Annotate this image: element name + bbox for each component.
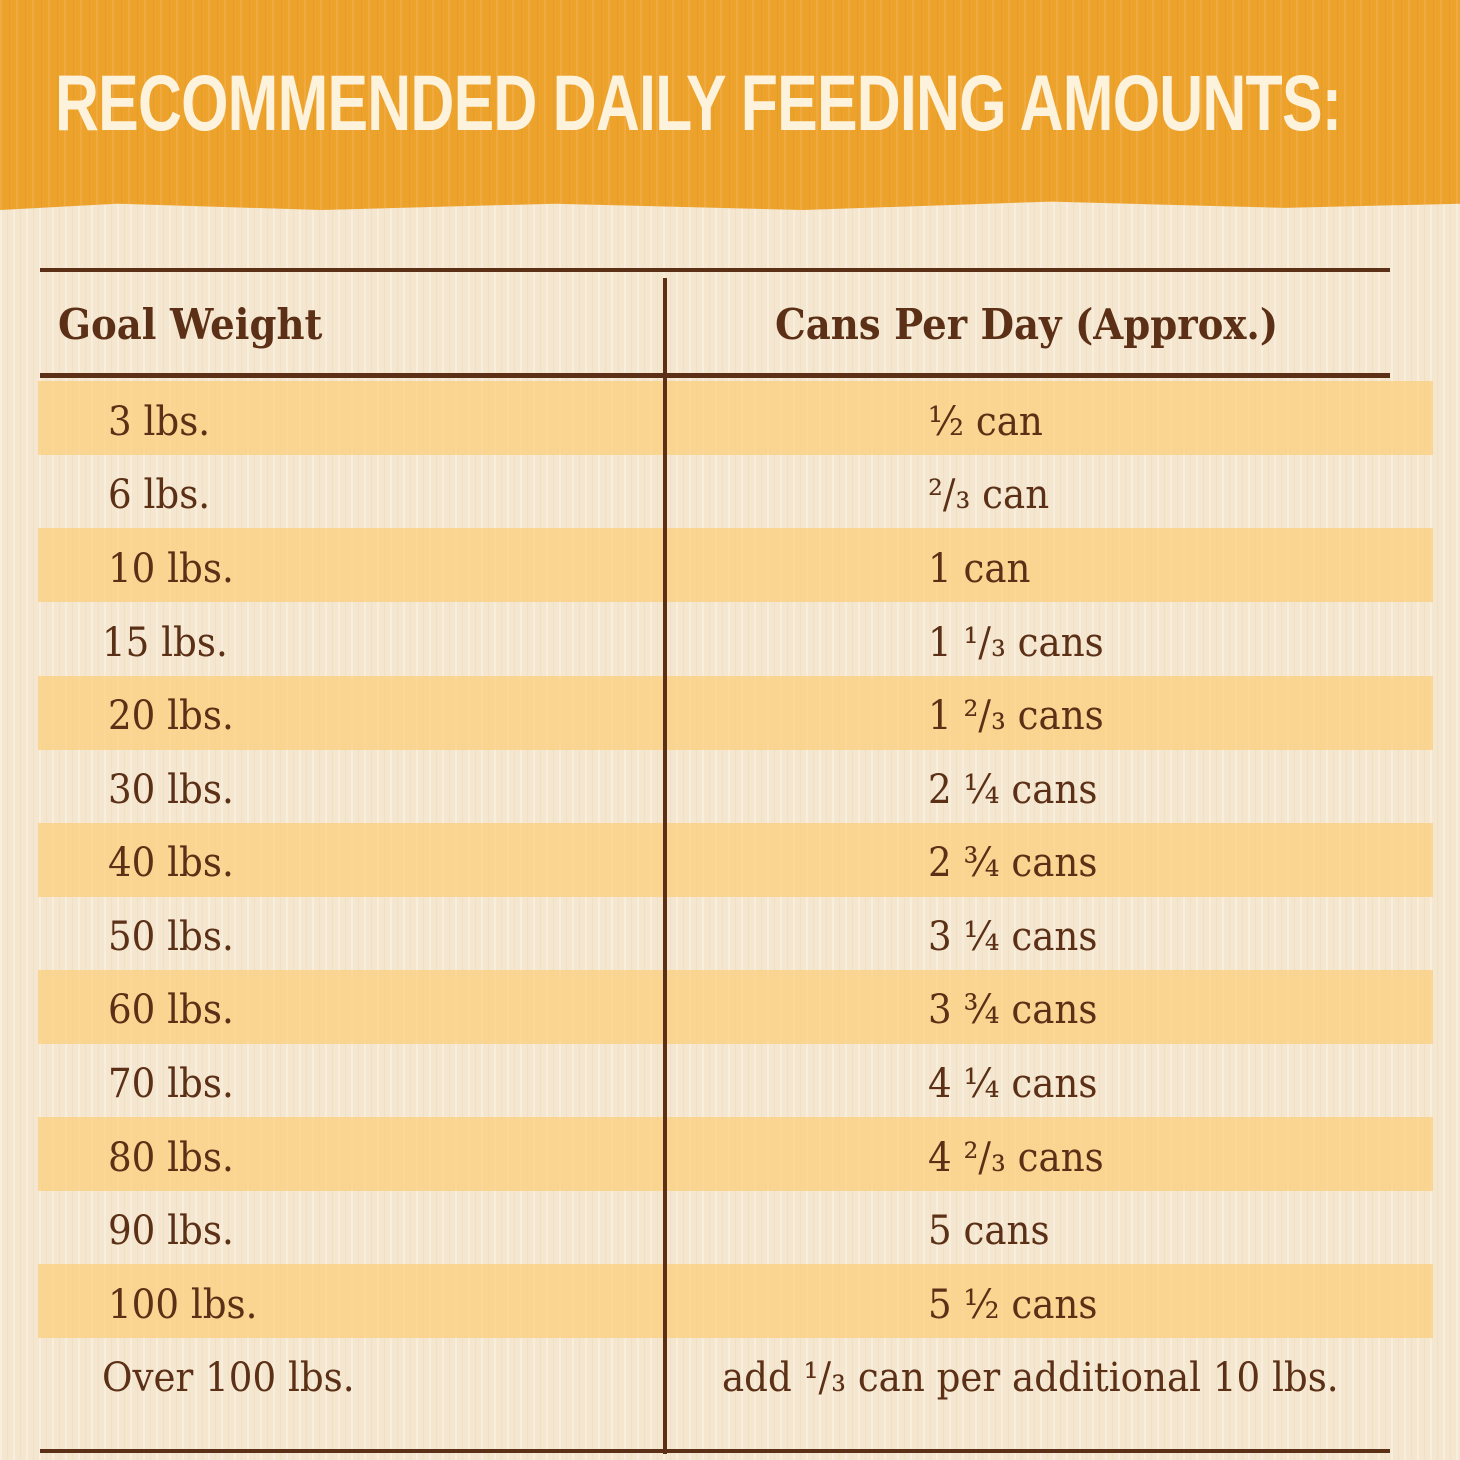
table-row-stripe (38, 1117, 1433, 1191)
table-bottom-rule (40, 1449, 1390, 1453)
table-row: 60 lbs. 3 ¾ cans (0, 973, 1460, 1047)
cans-per-day-cell: 1 can (928, 546, 1031, 592)
goal-weight-cell: 3 lbs. (108, 399, 211, 445)
table-row: 6 lbs. ²/₃ can (0, 458, 1460, 532)
table-row: 40 lbs. 2 ¾ cans (0, 826, 1460, 900)
table-row: 30 lbs. 2 ¼ cans (0, 753, 1460, 827)
goal-weight-cell: 6 lbs. (108, 472, 211, 518)
table-row: Over 100 lbs. add ¹/₃ can per additional… (0, 1341, 1460, 1415)
goal-weight-cell: 15 lbs. (102, 620, 228, 666)
cans-per-day-cell: 3 ¼ cans (928, 914, 1098, 960)
table-row-stripe (38, 528, 1433, 602)
cans-per-day-cell: 5 cans (928, 1208, 1050, 1254)
goal-weight-cell: 30 lbs. (108, 767, 234, 813)
goal-weight-cell: 90 lbs. (108, 1208, 234, 1254)
table-row: 3 lbs. ½ can (0, 385, 1460, 459)
table-row: 15 lbs. 1 ¹/₃ cans (0, 606, 1460, 680)
cans-per-day-cell: add ¹/₃ can per additional 10 lbs. (722, 1355, 1339, 1401)
cans-per-day-cell: 2 ¼ cans (928, 767, 1098, 813)
goal-weight-cell: 50 lbs. (108, 914, 234, 960)
table-row: 100 lbs. 5 ½ cans (0, 1268, 1460, 1342)
table-row: 10 lbs. 1 can (0, 532, 1460, 606)
table-row-stripe (38, 970, 1433, 1044)
table-row: 70 lbs. 4 ¼ cans (0, 1047, 1460, 1121)
table-row-stripe (38, 676, 1433, 750)
cans-per-day-cell: 3 ¾ cans (928, 987, 1098, 1033)
cans-per-day-cell: 1 ²/₃ cans (928, 693, 1104, 739)
cans-per-day-cell: ²/₃ can (928, 472, 1050, 518)
cans-per-day-cell: 2 ¾ cans (928, 840, 1098, 886)
table-row-stripe (38, 381, 1433, 455)
goal-weight-cell: 40 lbs. (108, 840, 234, 886)
goal-weight-cell: 100 lbs. (108, 1282, 258, 1328)
table-top-rule (40, 268, 1390, 272)
cans-per-day-cell: 1 ¹/₃ cans (928, 620, 1104, 666)
goal-weight-cell: 70 lbs. (108, 1061, 234, 1107)
table-row: 90 lbs. 5 cans (0, 1194, 1460, 1268)
table-header-rule (40, 373, 1390, 378)
cans-per-day-cell: 4 ¼ cans (928, 1061, 1098, 1107)
goal-weight-cell: 20 lbs. (108, 693, 234, 739)
table-row: 80 lbs. 4 ²/₃ cans (0, 1121, 1460, 1195)
cans-per-day-cell: ½ can (928, 399, 1043, 445)
cans-per-day-cell: 4 ²/₃ cans (928, 1135, 1104, 1181)
cans-per-day-cell: 5 ½ cans (928, 1282, 1098, 1328)
column-divider (663, 278, 667, 1454)
table-row-stripe (38, 1264, 1433, 1338)
header-goal-weight: Goal Weight (58, 300, 323, 349)
chart-title: RECOMMENDED DAILY FEEDING AMOUNTS: (55, 58, 1342, 147)
goal-weight-cell: 10 lbs. (108, 546, 234, 592)
table-row-stripe (38, 823, 1433, 897)
goal-weight-cell: Over 100 lbs. (102, 1355, 355, 1401)
table-row: 50 lbs. 3 ¼ cans (0, 900, 1460, 974)
table-row: 20 lbs. 1 ²/₃ cans (0, 679, 1460, 753)
title-banner: RECOMMENDED DAILY FEEDING AMOUNTS: (0, 0, 1460, 210)
goal-weight-cell: 80 lbs. (108, 1135, 234, 1181)
header-cans-per-day: Cans Per Day (Approx.) (775, 300, 1279, 349)
goal-weight-cell: 60 lbs. (108, 987, 234, 1033)
